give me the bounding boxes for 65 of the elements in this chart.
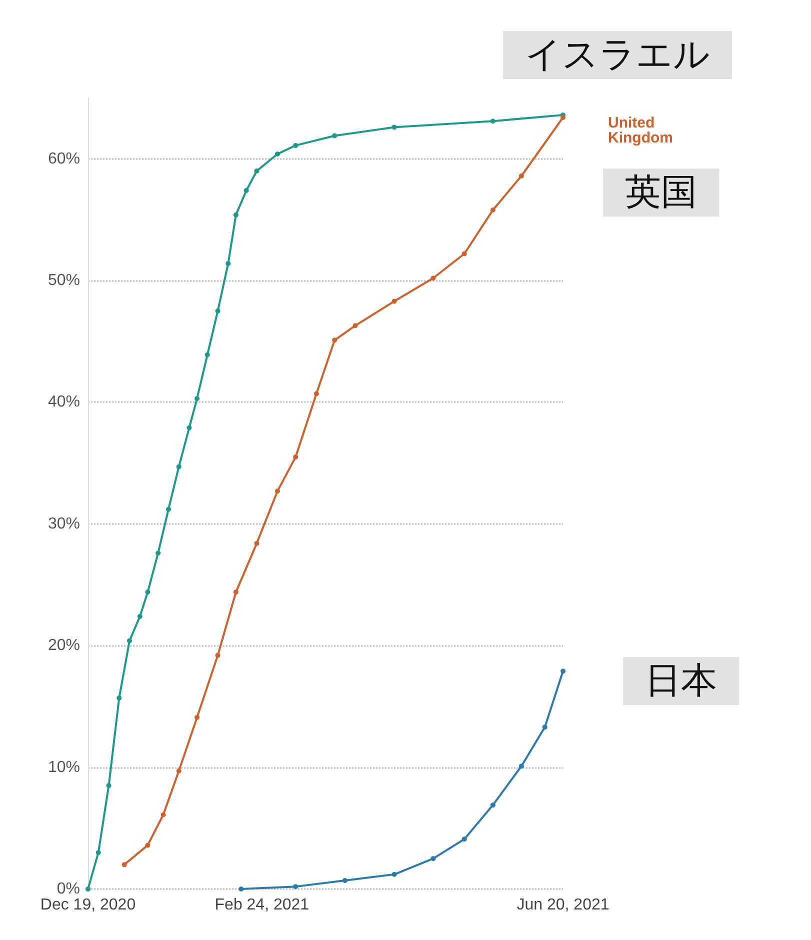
point	[166, 506, 171, 512]
point	[490, 207, 496, 212]
point	[392, 298, 397, 304]
point	[160, 812, 166, 818]
point	[106, 783, 112, 788]
point	[233, 590, 238, 595]
point	[560, 668, 566, 674]
y-tick-label: 0%	[56, 880, 80, 898]
point	[254, 168, 260, 174]
y-tick-label: 40%	[48, 394, 80, 411]
y-tick-label: 20%	[48, 637, 80, 654]
y-tick-label: 30%	[48, 515, 80, 532]
point	[145, 590, 150, 595]
point	[86, 886, 90, 892]
point	[254, 540, 260, 546]
point	[215, 308, 220, 314]
text: 日本	[645, 660, 717, 702]
point	[392, 872, 397, 877]
point	[332, 338, 338, 343]
point	[238, 886, 244, 892]
text: 英国	[625, 172, 697, 213]
point	[430, 856, 436, 862]
point	[194, 714, 200, 720]
point	[145, 842, 150, 848]
point	[194, 396, 200, 402]
y-tick-label: 60%	[48, 150, 80, 168]
point	[233, 212, 238, 218]
point	[293, 454, 298, 460]
point	[332, 133, 338, 138]
annotation: United Kingdom	[608, 114, 673, 146]
point	[490, 802, 496, 808]
x-tick-label: Jun 20, 2021	[516, 896, 610, 914]
point	[342, 878, 348, 883]
series-label: イスラエル	[525, 34, 710, 76]
point	[314, 391, 319, 396]
point	[244, 188, 249, 193]
x-tick-label: Dec 19, 2020	[40, 896, 136, 914]
point	[186, 425, 192, 430]
point	[156, 550, 161, 556]
point	[176, 768, 182, 774]
y-tick-label: 10%	[48, 758, 80, 776]
point	[274, 151, 280, 156]
point	[127, 638, 132, 644]
point	[215, 652, 220, 658]
point	[274, 488, 280, 494]
point	[462, 836, 467, 842]
point	[204, 352, 210, 358]
point	[490, 118, 496, 124]
point	[392, 124, 397, 130]
point	[462, 251, 467, 256]
point	[293, 142, 298, 148]
x-tick-label: Feb 24, 2021	[214, 896, 310, 914]
point	[116, 695, 122, 700]
y-tick-label: 50%	[48, 272, 80, 290]
point	[352, 323, 358, 328]
point	[176, 464, 182, 470]
point	[430, 276, 436, 281]
point	[293, 884, 298, 890]
point	[226, 261, 231, 266]
point	[96, 850, 101, 855]
point	[137, 614, 142, 619]
point	[122, 862, 127, 868]
point	[542, 724, 548, 730]
point	[518, 173, 524, 178]
point	[518, 764, 524, 769]
